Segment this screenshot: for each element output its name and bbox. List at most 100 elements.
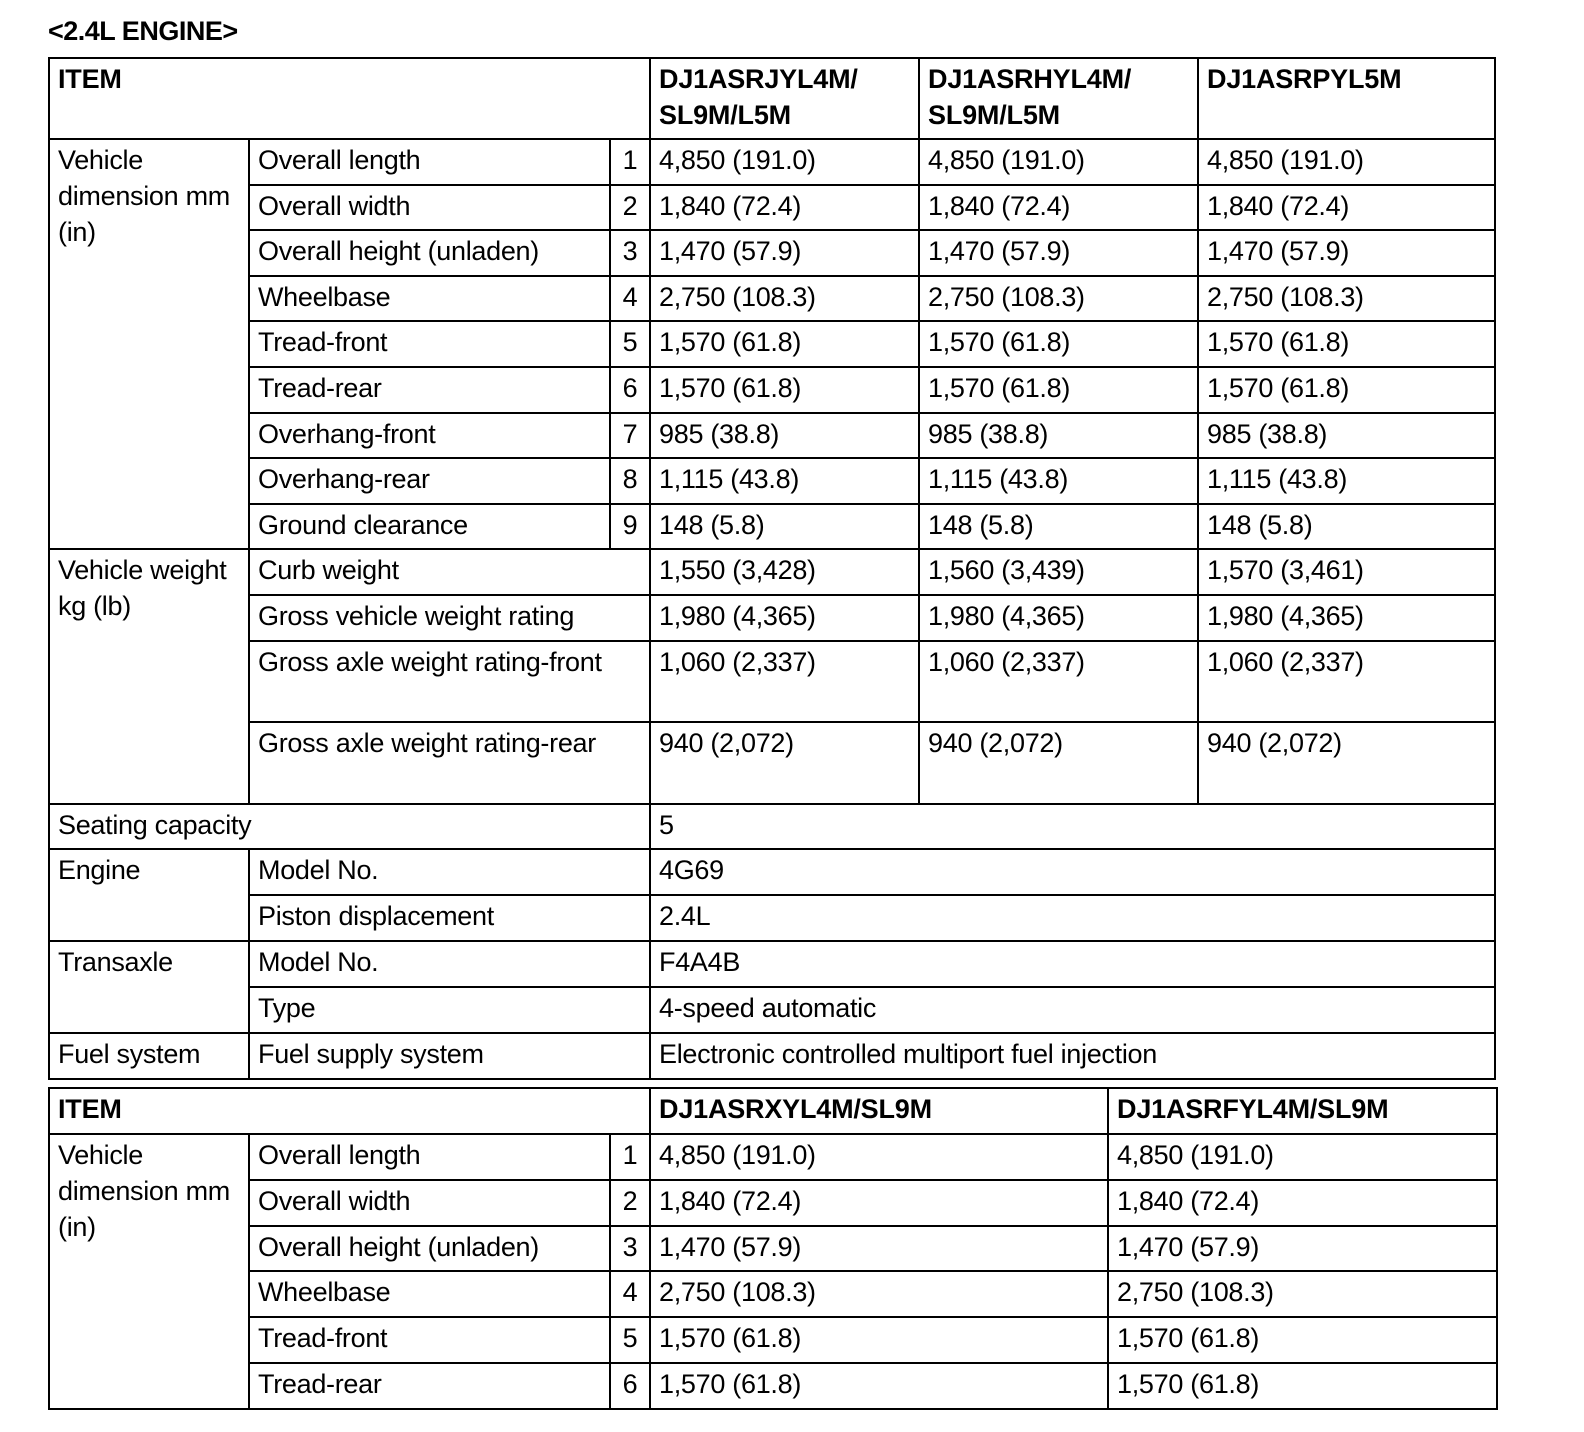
spec-table-1: ITEM DJ1ASRJYL4M/ SL9M/L5M DJ1ASRHYL4M/ SL… [47,57,1497,1081]
value-cell: 148 (5.8) [1197,502,1497,551]
table-row: Vehicle weight kg (lb) Curb weight 1,550 (… [48,548,1497,806]
value-cell: 4,850 (191.0) [1107,1133,1499,1181]
item-label: Wheelbase [248,274,611,323]
table-row: Ground clearance 9 148 (5.8) 148 (5.8) 148 (… [49,502,1497,551]
table-row: Type 4-speed automatic [49,986,1497,1035]
value-cell: 940 (2,072) [1197,721,1497,806]
item-label: Seating capacity [47,803,652,851]
value-cell: 1,060 (2,337) [918,640,1200,724]
value-cell: 1,840 (72.4) [1197,183,1497,232]
value-cell: 1,570 (61.8) [1197,365,1497,414]
value-cell: 148 (5.8) [649,502,921,551]
table-row: Overhang-front 7 985 (38.8) 985 (38.8) 985 (… [49,411,1497,460]
item-label: Gross axle weight rating-rear [247,721,652,806]
value-cell: 1,115 (43.8) [918,457,1200,505]
value-cell: 985 (38.8) [649,411,921,460]
item-number: 5 [608,320,652,368]
value-cell: 1,980 (4,365) [918,594,1200,643]
value-cell: 1,115 (43.8) [1197,457,1497,505]
item-label: Overall width [248,183,611,232]
table-row: Vehicle dimension mm (in) Overall length 1… [48,1133,1499,1410]
item-number: 6 [608,365,652,414]
item-number: 1 [608,1133,652,1181]
item-label: Overall length [248,1133,611,1181]
table-row: Transaxle Model No. F4A4B [48,940,1497,1035]
table-row: Overall width 2 1,840 (72.4) 1,840 (72.4) [49,1178,1499,1227]
table-row: Overall height (unladen) 3 1,470 (57.9) 1,4… [49,229,1497,277]
item-number: 9 [608,502,652,551]
value-cell: 2,750 (108.3) [649,1270,1110,1319]
table-row: Seating capacity 5 [47,803,1497,851]
value-cell: 985 (38.8) [918,411,1200,460]
value-cell: 1,570 (61.8) [1107,1316,1499,1364]
table-row: ITEM DJ1ASRJYL4M/ SL9M/L5M DJ1ASRHYL4M/ SL… [47,57,1497,140]
group-label: Vehicle dimension mm (in) [48,137,250,551]
value-cell: 1,470 (57.9) [1197,229,1497,277]
value-cell: 1,115 (43.8) [649,457,921,505]
value-cell: 1,570 (61.8) [649,1316,1110,1364]
value-cell: 1,470 (57.9) [649,229,921,277]
item-label: Tread-front [248,1316,611,1364]
item-number: 6 [608,1361,652,1410]
item-label: Overall width [248,1178,611,1227]
value-cell: 1,570 (61.8) [1197,320,1497,368]
item-number: 4 [608,1270,652,1319]
table-row: Overall height (unladen) 3 1,470 (57.9) 1,4… [49,1224,1499,1273]
value-cell: 1,840 (72.4) [918,183,1200,232]
value-cell: 1,560 (3,439) [918,548,1200,597]
item-label: Model No. [247,848,652,897]
value-cell: 1,060 (2,337) [649,640,921,724]
value-cell: 4-speed automatic [649,986,1497,1035]
item-number: 8 [608,457,652,505]
model-header: DJ1ASRXYL4M/SL9M [649,1087,1110,1135]
item-label: Ground clearance [248,502,611,551]
table-row: Gross vehicle weight rating 1,980 (4,365)… [49,594,1497,643]
item-label: Tread-rear [248,365,611,414]
value-cell: 2,750 (108.3) [1197,274,1497,323]
model-header: DJ1ASRPYL5M [1197,57,1497,140]
table-row: Piston displacement 2.4L [49,894,1497,943]
table-row: Wheelbase 4 2,750 (108.3) 2,750 (108.3) 2,75… [49,274,1497,323]
value-cell: 4,850 (191.0) [1197,138,1497,186]
value-cell: 1,840 (72.4) [1107,1178,1499,1227]
group-label: Vehicle dimension mm (in) [48,1133,250,1410]
item-number: 2 [608,1178,652,1227]
spec-table-2: ITEM DJ1ASRXYL4M/SL9M DJ1ASRFYL4M/SL9M Vehi… [47,1087,1499,1410]
value-cell: F4A4B [649,940,1497,989]
value-cell: 2.4L [649,894,1497,943]
value-cell: 1,570 (61.8) [918,365,1200,414]
item-number: 3 [608,1224,652,1273]
item-label: Overhang-rear [248,457,611,505]
item-number: 1 [608,138,652,186]
value-cell: 2,750 (108.3) [649,274,921,323]
model-header: DJ1ASRFYL4M/SL9M [1107,1087,1499,1135]
group-label: Vehicle weight kg (lb) [48,548,250,806]
value-cell: 1,570 (61.8) [649,365,921,414]
table-row: Overhang-rear 8 1,115 (43.8) 1,115 (43.8) 1,… [49,457,1497,505]
item-label: Overall height (unladen) [248,229,611,277]
value-cell: Electronic controlled multiport fuel inj… [649,1032,1497,1081]
value-cell: 1,570 (61.8) [649,320,921,368]
value-cell: 985 (38.8) [1197,411,1497,460]
group-label: Fuel system [48,1032,250,1081]
table-row: ITEM DJ1ASRXYL4M/SL9M DJ1ASRFYL4M/SL9M [47,1087,1499,1135]
value-cell: 4G69 [649,848,1497,897]
value-cell: 1,570 (61.8) [649,1361,1110,1410]
item-label: Overhang-front [248,411,611,460]
item-label: Fuel supply system [247,1032,652,1081]
item-number: 5 [608,1316,652,1364]
item-header: ITEM [47,57,652,140]
item-label: Tread-front [248,320,611,368]
item-label: Tread-rear [248,1361,611,1410]
value-cell: 148 (5.8) [918,502,1200,551]
value-cell: 1,550 (3,428) [649,548,921,597]
item-number: 3 [608,229,652,277]
value-cell: 1,570 (3,461) [1197,548,1497,597]
value-cell: 2,750 (108.3) [918,274,1200,323]
value-cell: 940 (2,072) [649,721,921,806]
item-number: 4 [608,274,652,323]
value-cell: 4,850 (191.0) [649,1133,1110,1181]
value-cell: 1,570 (61.8) [1107,1361,1499,1410]
item-label: Type [247,986,652,1035]
value-cell: 1,980 (4,365) [1197,594,1497,643]
